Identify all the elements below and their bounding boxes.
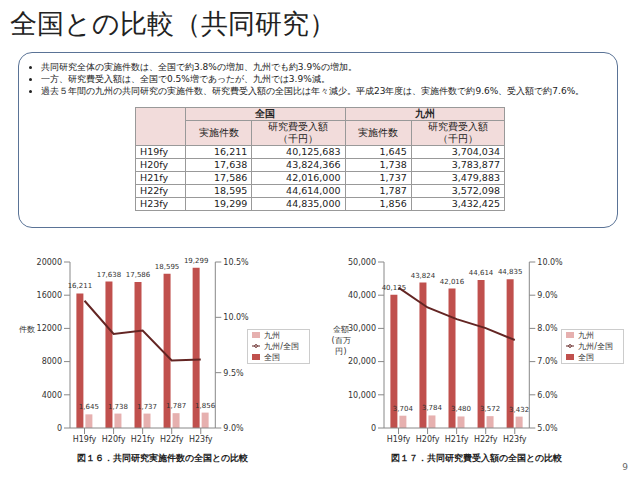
svg-text:1,856: 1,856 [195, 402, 216, 410]
svg-text:6.0%: 6.0% [537, 391, 558, 400]
svg-text:4000: 4000 [42, 391, 62, 400]
svg-text:44,835: 44,835 [498, 268, 523, 276]
svg-text:H19fy: H19fy [73, 435, 97, 444]
svg-text:9.0%: 9.0% [223, 424, 244, 433]
svg-text:H20fy: H20fy [416, 435, 440, 444]
svg-text:9.0%: 9.0% [537, 291, 558, 300]
svg-text:H21fy: H21fy [445, 435, 469, 444]
svg-text:0: 0 [371, 424, 376, 433]
svg-text:40,000: 40,000 [348, 291, 376, 300]
svg-text:10.5%: 10.5% [223, 258, 249, 267]
html-text:17,586: 17,586 [214, 172, 248, 183]
html-text:一方、研究費受入額は、全国で0.5%増であったが、九州では3: 一方、研究費受入額は、全国で0.5%増であったが、九州では3.9%減。 [41, 74, 330, 84]
html-text:16,211: 16,211 [214, 146, 248, 157]
html-text:9: 9 [622, 462, 628, 472]
html-text:金額 (百万円): 金額 (百万円) [331, 325, 351, 356]
html-text:H21fy: H21fy [140, 172, 168, 183]
svg-text:17,586: 17,586 [126, 271, 151, 279]
html-text:研究費受入額 （千円）: 研究費受入額 （千円） [427, 121, 488, 144]
svg-text:3,784: 3,784 [422, 404, 443, 412]
svg-text:0: 0 [57, 424, 62, 433]
html-text:九州/全国: 九州/全国 [578, 341, 613, 351]
html-text:17,638: 17,638 [214, 159, 248, 170]
html-text:19,299: 19,299 [214, 198, 248, 209]
svg-text:17,638: 17,638 [97, 271, 122, 279]
html-text:全国との比較（共同研究）: 全国との比較（共同研究） [10, 8, 336, 39]
html-text:全国: 全国 [255, 108, 276, 119]
html-text:18,595: 18,595 [214, 185, 248, 196]
html-text:研究費受入額 （千円）: 研究費受入額 （千円） [268, 121, 329, 144]
svg-text:42,016: 42,016 [440, 278, 465, 286]
html-text:1,856: 1,856 [379, 198, 407, 209]
svg-text:18,595: 18,595 [155, 263, 180, 271]
svg-text:1,787: 1,787 [166, 402, 186, 410]
svg-text:3,432: 3,432 [509, 406, 529, 414]
svg-text:10.0%: 10.0% [223, 313, 249, 322]
html-text:1,737: 1,737 [379, 172, 407, 183]
html-text:42,016,000: 42,016,000 [286, 172, 341, 183]
svg-text:3,480: 3,480 [451, 405, 471, 413]
svg-text:30,000: 30,000 [348, 324, 376, 333]
svg-text:H22fy: H22fy [160, 435, 184, 444]
svg-text:44,614: 44,614 [469, 269, 494, 277]
html-text:43,824,366: 43,824,366 [286, 159, 341, 170]
svg-text:H22fy: H22fy [474, 435, 498, 444]
html-text:1,738: 1,738 [379, 159, 407, 170]
html-text:3,704,034: 3,704,034 [451, 146, 500, 157]
html-text:九州: 九州 [414, 108, 435, 119]
svg-text:1,645: 1,645 [79, 403, 99, 411]
html-text:過去５年間の九州の共同研究の実施件数、研究費受入額の全国比は: 過去５年間の九州の共同研究の実施件数、研究費受入額の全国比は年々減少。平成23年… [41, 86, 585, 96]
html-text:H23fy: H23fy [140, 198, 168, 209]
svg-text:H19fy: H19fy [387, 435, 411, 444]
html-text:44,835,000: 44,835,000 [286, 198, 341, 209]
svg-text:1,738: 1,738 [108, 403, 128, 411]
svg-text:43,824: 43,824 [411, 272, 436, 280]
html-text:H20fy: H20fy [140, 159, 168, 170]
html-text:40,125,683: 40,125,683 [286, 146, 341, 157]
svg-text:3,572: 3,572 [480, 405, 500, 413]
svg-text:16,211: 16,211 [68, 282, 93, 290]
html-text:図１７．共同研究費受入額の全国との比較: 図１７．共同研究費受入額の全国との比較 [390, 453, 562, 463]
svg-text:H23fy: H23fy [189, 435, 213, 444]
svg-text:1,737: 1,737 [137, 403, 157, 411]
svg-text:5.0%: 5.0% [537, 424, 558, 433]
svg-text:40,125: 40,125 [382, 284, 407, 292]
svg-text:20,000: 20,000 [348, 357, 376, 366]
html-text:H22fy: H22fy [140, 185, 168, 196]
svg-text:H20fy: H20fy [102, 435, 126, 444]
svg-text:10.0%: 10.0% [537, 258, 563, 267]
svg-text:7.0%: 7.0% [537, 357, 558, 366]
svg-text:9.5%: 9.5% [223, 369, 244, 378]
svg-text:19,299: 19,299 [184, 257, 209, 265]
html-text:44,614,000: 44,614,000 [286, 185, 341, 196]
svg-text:10,000: 10,000 [348, 391, 376, 400]
html-text:3,572,098: 3,572,098 [451, 185, 500, 196]
svg-text:3,704: 3,704 [393, 405, 414, 413]
html-text:1,787: 1,787 [379, 185, 407, 196]
svg-text:H21fy: H21fy [131, 435, 155, 444]
html-text:3,432,425: 3,432,425 [451, 198, 500, 209]
html-text:全国: 全国 [578, 352, 595, 362]
html-text:九州: 九州 [578, 330, 595, 340]
html-text:実施件数: 実施件数 [198, 127, 239, 138]
html-text:全国: 全国 [264, 352, 281, 362]
svg-text:20000: 20000 [37, 258, 62, 267]
html-text:H19fy: H19fy [140, 146, 168, 157]
svg-text:8000: 8000 [42, 357, 62, 366]
svg-text:12000: 12000 [37, 324, 62, 333]
html-text:件数: 件数 [19, 325, 35, 334]
html-text:3,783,877: 3,783,877 [451, 159, 500, 170]
html-text:九州/全国: 九州/全国 [264, 341, 299, 351]
svg-text:8.0%: 8.0% [537, 324, 558, 333]
svg-text:H23fy: H23fy [503, 435, 527, 444]
html-text:実施件数: 実施件数 [358, 127, 399, 138]
html-text:共同研究全体の実施件数は、全国で約3.8%の増加、九州でも約: 共同研究全体の実施件数は、全国で約3.8%の増加、九州でも約3.9%の増加。 [41, 62, 357, 72]
html-text:1,645: 1,645 [379, 146, 407, 157]
svg-text:16000: 16000 [37, 291, 62, 300]
html-text:九州: 九州 [264, 330, 281, 340]
html-text:図１６．共同研究実施件数の全国との比較: 図１６．共同研究実施件数の全国との比較 [76, 453, 248, 463]
html-text:3,479,883: 3,479,883 [451, 172, 500, 183]
svg-text:50,000: 50,000 [348, 258, 376, 267]
